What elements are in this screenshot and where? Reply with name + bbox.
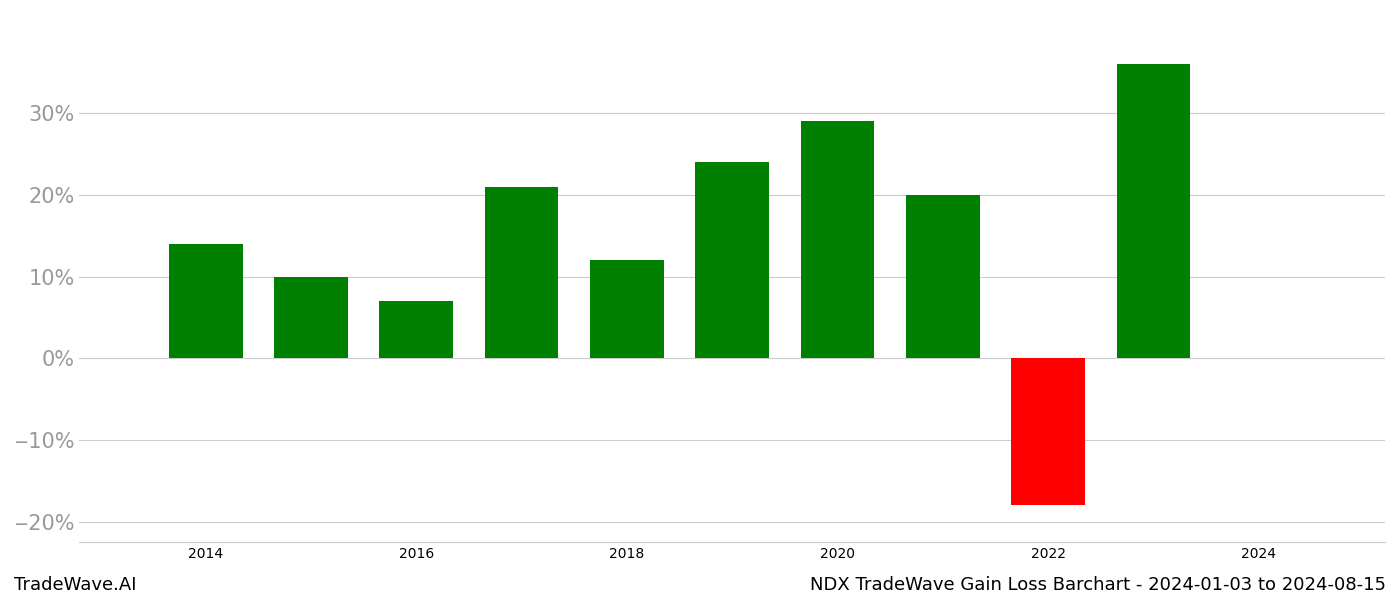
Bar — [1011, 358, 1085, 505]
Bar — [696, 162, 769, 358]
Bar — [169, 244, 242, 358]
Bar — [379, 301, 454, 358]
Bar — [274, 277, 347, 358]
Bar — [801, 121, 875, 358]
Bar — [484, 187, 559, 358]
Bar — [906, 195, 980, 358]
Text: TradeWave.AI: TradeWave.AI — [14, 576, 137, 594]
Text: NDX TradeWave Gain Loss Barchart - 2024-01-03 to 2024-08-15: NDX TradeWave Gain Loss Barchart - 2024-… — [811, 576, 1386, 594]
Bar — [589, 260, 664, 358]
Bar — [1117, 64, 1190, 358]
